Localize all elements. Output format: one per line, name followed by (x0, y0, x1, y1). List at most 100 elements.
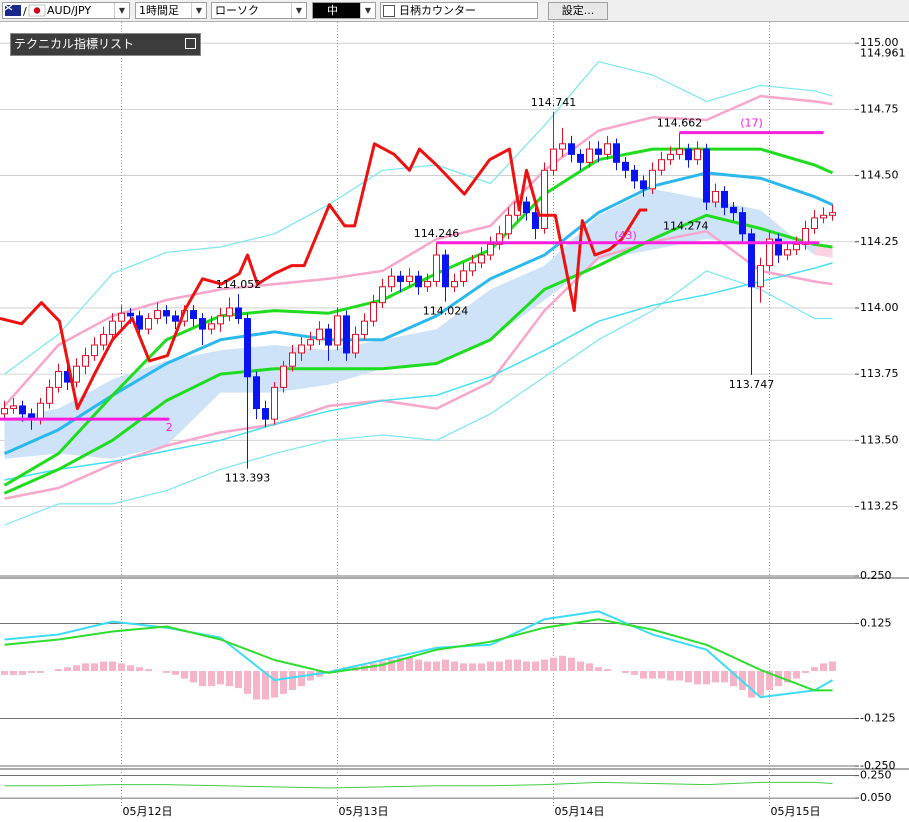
histogram-bar (208, 671, 215, 687)
candle-body (10, 405, 17, 410)
histogram-bar (586, 663, 593, 671)
candle-body (145, 318, 152, 330)
candle-body (361, 320, 368, 335)
y-tick-label: -0.250 (860, 759, 895, 772)
candle-body (604, 143, 611, 155)
candle-body (613, 143, 620, 163)
histogram-bar (28, 671, 35, 673)
histogram-bar (820, 663, 827, 671)
pair-select[interactable]: / AUD/JPY ▼ (2, 2, 130, 19)
histogram-bar (694, 671, 701, 685)
x-tick-label: 05月13日 (339, 805, 389, 818)
candle-body (253, 376, 260, 410)
candle-body (721, 190, 728, 208)
histogram-bar (397, 657, 404, 671)
settings-text: 設定... (561, 4, 595, 17)
candle-body (127, 312, 134, 317)
style-select[interactable]: ローソク ▼ (211, 2, 307, 19)
candle-body (748, 233, 755, 288)
candle-body (379, 286, 386, 304)
histogram-bar (505, 659, 512, 671)
y-tick-label: 0.125 (860, 617, 892, 630)
y-tick-label: 115.00 (860, 36, 899, 49)
size-text: 中 (327, 4, 338, 17)
histogram-bar (118, 663, 125, 671)
cloud (112, 360, 167, 459)
level-label: (43) (614, 229, 637, 242)
counter-checkbox[interactable] (383, 5, 395, 17)
aud-flag-cross (4, 4, 13, 11)
counter-field[interactable]: 日柄カウンター (380, 2, 538, 19)
candle-body (244, 318, 251, 378)
candle-body (325, 328, 332, 346)
pair-text: AUD/JPY (47, 4, 92, 17)
histogram-bar (577, 661, 584, 671)
macd-line (4, 618, 833, 692)
histogram-bar (10, 671, 17, 675)
candle-body (289, 352, 296, 367)
histogram-bar (658, 671, 665, 679)
candle-body (595, 148, 602, 155)
oscillator-line (4, 781, 833, 789)
candle-body (775, 238, 782, 256)
settings-button[interactable]: 設定... (548, 2, 608, 20)
histogram-bar (433, 661, 440, 671)
histogram-bar (388, 659, 395, 671)
histogram-bar (829, 661, 836, 671)
histogram-bar (73, 665, 80, 671)
y-tick-label: 113.75 (860, 367, 899, 380)
histogram-bar (163, 671, 170, 673)
candle-body (397, 275, 404, 282)
candle-body (685, 148, 692, 161)
panel-title: テクニカル指標リスト (14, 37, 135, 51)
price-annotation: 114.246 (414, 227, 460, 240)
candle-body (811, 217, 818, 230)
timeframe-select[interactable]: 1時間足 ▼ (135, 2, 207, 19)
candle-body (262, 408, 269, 420)
candle-body (73, 365, 80, 383)
candle-body (82, 355, 89, 367)
histogram-bar (262, 671, 269, 700)
current-price-label: 114.961 (860, 47, 906, 60)
candle-body (469, 262, 476, 272)
panel-toggle[interactable] (185, 38, 196, 49)
histogram-bar (226, 671, 233, 687)
histogram-bar (730, 671, 737, 687)
histogram-bar (757, 671, 764, 696)
candle-body (451, 280, 458, 288)
price-annotation: 114.741 (531, 96, 577, 109)
size-select[interactable]: 中 ▼ (312, 2, 376, 19)
histogram-bar (379, 661, 386, 671)
histogram-bar (514, 659, 521, 671)
timeframe-text: 1時間足 (139, 4, 179, 17)
candle-body (478, 254, 485, 264)
level-label: 2 (166, 421, 173, 434)
candle-body (307, 339, 314, 346)
candle-body (172, 315, 179, 322)
candle-body (622, 161, 629, 171)
histogram-bar (802, 671, 809, 673)
style-text: ローソク (215, 4, 259, 17)
histogram-bar (685, 671, 692, 683)
dropdown-arrow: ▼ (114, 3, 129, 18)
histogram-bar (406, 657, 413, 671)
histogram-bar (271, 671, 278, 698)
candle-body (766, 238, 773, 267)
histogram-bar (649, 671, 656, 679)
histogram-bar (496, 661, 503, 671)
cloud (382, 329, 437, 369)
candle-body (829, 212, 836, 216)
candle-body (154, 310, 161, 320)
candle-body (280, 365, 287, 388)
x-tick-label: 05月14日 (555, 805, 605, 818)
cloud (490, 265, 545, 340)
price-annotation: 114.052 (216, 278, 262, 291)
candle-body (730, 206, 737, 214)
histogram-bar (190, 671, 197, 683)
price-annotation: 113.747 (729, 378, 775, 391)
price-annotation: 114.024 (423, 305, 469, 318)
histogram-bar (766, 671, 773, 690)
jpy-flag-dot (33, 7, 41, 14)
